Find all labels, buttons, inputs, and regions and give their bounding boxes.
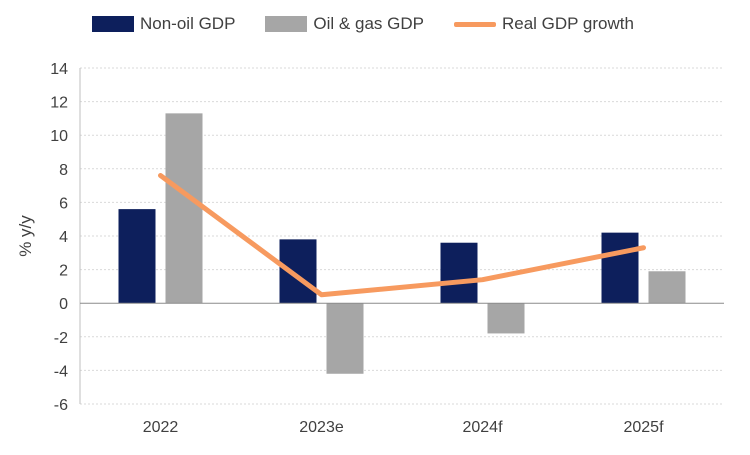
y-tick-label: -4 [54, 363, 68, 380]
y-tick-label: 0 [59, 296, 68, 313]
bar-oil-gas [327, 303, 364, 374]
legend-label-real-gdp: Real GDP growth [502, 14, 634, 34]
bar-oil-gas [166, 113, 203, 303]
legend-swatch-non-oil [92, 16, 134, 32]
y-tick-label: 4 [59, 229, 68, 246]
y-tick-label: 12 [50, 95, 68, 112]
x-tick-label: 2024f [462, 419, 503, 436]
y-tick-label: -6 [54, 397, 68, 414]
y-tick-label: 10 [50, 128, 68, 145]
legend-label-oil-gas: Oil & gas GDP [313, 14, 424, 34]
bar-non-oil [441, 243, 478, 303]
line-real-gdp-growth [161, 176, 644, 295]
legend-item-real-gdp: Real GDP growth [454, 14, 634, 34]
y-tick-label: 2 [59, 263, 68, 280]
bar-oil-gas [649, 271, 686, 303]
y-tick-label: -2 [54, 330, 68, 347]
bar-oil-gas [488, 303, 525, 333]
bar-non-oil [119, 209, 156, 303]
x-tick-label: 2022 [143, 419, 179, 436]
x-tick-label: 2023e [299, 419, 344, 436]
bar-non-oil [280, 239, 317, 303]
bar-non-oil [602, 233, 639, 304]
legend-label-non-oil: Non-oil GDP [140, 14, 235, 34]
y-tick-label: 6 [59, 195, 68, 212]
legend-item-oil-gas: Oil & gas GDP [265, 14, 424, 34]
y-axis-label: % y/y [16, 215, 35, 257]
x-tick-label: 2025f [623, 419, 664, 436]
y-tick-label: 14 [50, 61, 68, 78]
y-tick-label: 8 [59, 162, 68, 179]
legend-swatch-oil-gas [265, 16, 307, 32]
legend-swatch-real-gdp [454, 22, 496, 27]
legend-item-non-oil: Non-oil GDP [92, 14, 235, 34]
legend: Non-oil GDP Oil & gas GDP Real GDP growt… [92, 14, 664, 34]
